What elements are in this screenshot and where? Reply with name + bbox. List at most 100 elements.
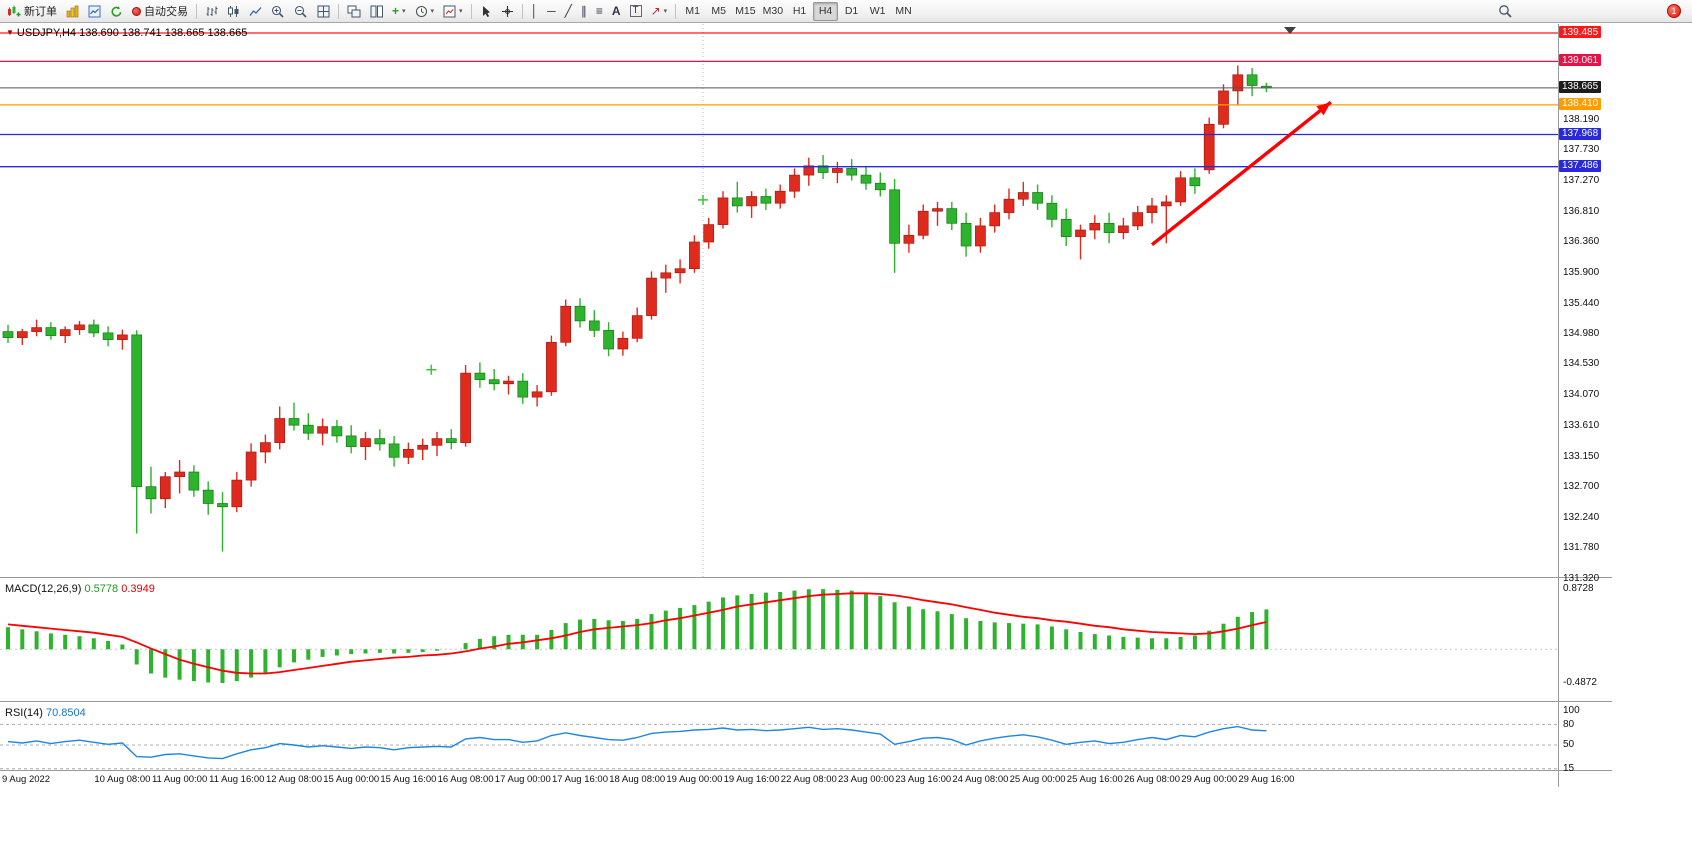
channel-button[interactable]: ∥	[577, 2, 591, 21]
autotrading-button[interactable]: 自动交易	[128, 2, 192, 21]
periods-button[interactable]: ▾	[411, 2, 439, 21]
fibonacci-button[interactable]: ≡	[592, 2, 607, 21]
time-axis-label: 29 Aug 00:00	[1181, 774, 1238, 785]
price-axis[interactable]: 138.190 137.730 137.270 136.810 136.360 135.9…	[1559, 24, 1612, 787]
timeframe-m5-button[interactable]: M5	[706, 2, 731, 21]
autotrading-status-icon	[132, 6, 141, 16]
time-axis-label: 24 Aug 08:00	[952, 774, 1009, 785]
toolbar-separator	[196, 3, 197, 19]
symbol-period-label: USDJPY,H4	[16, 27, 77, 39]
search-button[interactable]	[1494, 2, 1517, 21]
fibonacci-icon: ≡	[595, 4, 603, 18]
macd-name: MACD(12,26,9)	[5, 583, 82, 595]
text-button[interactable]: A	[608, 2, 625, 21]
arrows-tool-button[interactable]: ↗ ▾	[647, 2, 672, 21]
rsi-axis-label: 15	[1563, 762, 1575, 774]
price-tick-label: 131.780	[1563, 542, 1600, 554]
toolbar-separator	[338, 3, 339, 19]
indicators-button[interactable]: + ▾	[388, 2, 410, 21]
main-toolbar: 新订单 自动交易 + ▾ ▾ ▾ │ ─ ╱ ∥ ≡ A T ↗ ▾ M1 M5 M15…	[0, 0, 1692, 23]
price-tick-label: 138.190	[1563, 113, 1600, 125]
tile-windows-button[interactable]	[313, 2, 334, 21]
tile-windows-icon	[317, 5, 330, 17]
time-axis-label: 23 Aug 00:00	[838, 774, 894, 785]
price-tick-label: 132.700	[1563, 480, 1600, 492]
chart-title: ▼ USDJPY,H4 138.690 138.741 138.665 138.6…	[6, 27, 247, 39]
quotes-button[interactable]	[62, 2, 83, 21]
text-icon: A	[611, 4, 621, 18]
timeframe-m1-button[interactable]: M1	[680, 2, 705, 21]
timeframe-d1-button[interactable]: D1	[839, 2, 864, 21]
plus-marker[interactable]	[698, 194, 708, 205]
rsi-panel-chart[interactable]	[0, 702, 1558, 770]
refresh-icon	[111, 5, 122, 17]
notification-badge[interactable]: 1	[1667, 4, 1681, 18]
market-watch-button[interactable]	[84, 2, 105, 21]
timeframe-m15-button[interactable]: M15	[732, 2, 758, 21]
rsi-label: RSI(14) 70.8504	[5, 707, 86, 719]
time-axis-label: 18 Aug 08:00	[609, 774, 666, 785]
rsi-line	[7, 725, 1267, 760]
new-order-button[interactable]: 新订单	[3, 2, 61, 21]
zoom-in-button[interactable]	[267, 2, 289, 21]
line-chart-icon	[249, 6, 262, 16]
macd-signal-line	[7, 592, 1267, 675]
macd-signal-value: 0.3949	[121, 583, 155, 595]
cascade-windows-icon	[347, 5, 361, 17]
trendline-button[interactable]: ╱	[561, 2, 576, 21]
candlestick-chart[interactable]	[0, 24, 1558, 577]
macd-panel-chart[interactable]	[0, 578, 1558, 701]
bars-chart-icon	[206, 6, 218, 16]
time-axis[interactable]: 9 Aug 2022 10 Aug 08:00 11 Aug 00:00 11 Aug…	[0, 771, 1558, 787]
crosshair-button[interactable]	[497, 2, 518, 21]
channel-icon: ∥	[580, 4, 587, 18]
time-axis-label: 15 Aug 00:00	[323, 774, 380, 785]
chart-shift-marker[interactable]	[1284, 27, 1296, 34]
time-axis-label: 19 Aug 00:00	[666, 774, 723, 785]
line-chart-button[interactable]	[245, 2, 266, 21]
macd-value: 0.5778	[84, 583, 119, 595]
price-axis-border	[1558, 24, 1559, 787]
macd-axis-label: -0.4872	[1563, 677, 1597, 688]
bars-chart-button[interactable]	[201, 2, 222, 21]
price-tick-label: 135.440	[1563, 297, 1600, 309]
candlestick-chart-button[interactable]	[223, 2, 244, 21]
timeframe-mn-button[interactable]: MN	[891, 2, 916, 21]
time-axis-label: 22 Aug 08:00	[780, 774, 837, 785]
rsi-value: 70.8504	[45, 707, 86, 719]
timeframe-h1-button[interactable]: H1	[787, 2, 812, 21]
macd-panel-divider[interactable]	[0, 577, 1612, 578]
trend-arrow-annotation[interactable]	[1150, 100, 1332, 247]
line-price-label: 137.968	[1559, 127, 1602, 140]
plus-marker[interactable]	[426, 364, 437, 375]
timeframe-w1-button[interactable]: W1	[865, 2, 890, 21]
rsi-axis-label: 80	[1563, 718, 1575, 730]
timeframe-m30-button[interactable]: M30	[760, 2, 786, 21]
templates-button[interactable]: ▾	[439, 2, 467, 21]
time-axis-label: 19 Aug 16:00	[723, 774, 780, 785]
horizontal-line-button[interactable]: ─	[543, 2, 560, 21]
cursor-icon	[482, 5, 490, 17]
rsi-panel-divider[interactable]	[0, 701, 1612, 702]
line-price-label: 139.485	[1559, 26, 1602, 38]
bid-price-label: 138.665	[1559, 80, 1602, 93]
search-icon	[1499, 5, 1512, 18]
zoom-out-button[interactable]	[290, 2, 312, 21]
price-tick-label: 136.360	[1563, 236, 1600, 247]
time-axis-label: 10 Aug 08:00	[94, 774, 151, 785]
chart-window[interactable]: ▼ USDJPY,H4 138.690 138.741 138.665 138.6…	[0, 24, 1612, 787]
text-label-button[interactable]: T	[626, 2, 646, 21]
toolbar-separator	[470, 3, 472, 19]
timeframe-h4-button[interactable]: H4	[813, 1, 839, 21]
price-tick-label: 134.070	[1563, 389, 1600, 401]
cursor-button[interactable]	[476, 2, 496, 21]
refresh-button[interactable]	[106, 2, 127, 21]
one-click-trading-icon[interactable]: ▼	[6, 28, 14, 37]
tile-vertical-button[interactable]	[366, 2, 387, 21]
time-axis-label: 12 Aug 08:00	[266, 774, 322, 785]
macd-axis-label: 0.8728	[1563, 583, 1594, 594]
cascade-windows-button[interactable]	[343, 2, 365, 21]
time-axis-divider	[0, 770, 1612, 771]
vertical-line-button[interactable]: │	[527, 2, 543, 21]
time-axis-label: 26 Aug 08:00	[1124, 774, 1180, 785]
